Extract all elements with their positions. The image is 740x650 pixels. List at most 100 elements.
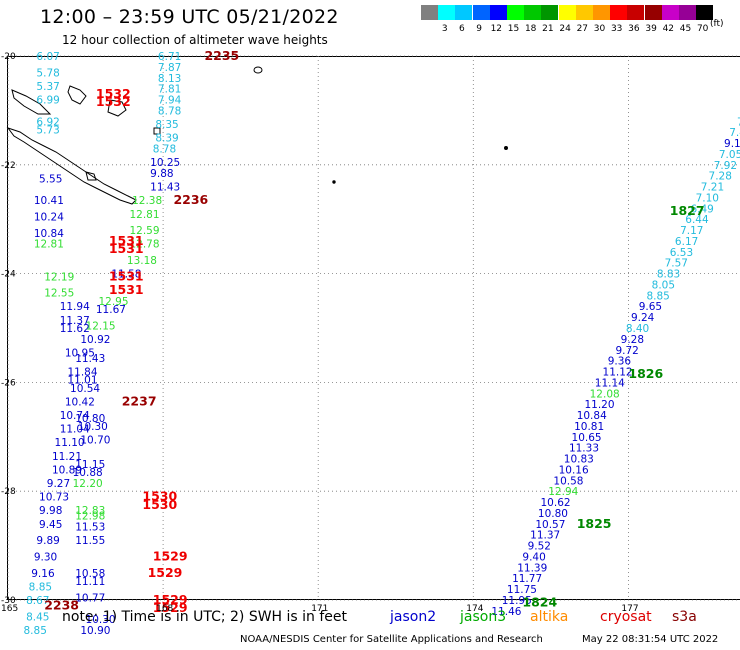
- footer-note: note: 1) Time is in UTC; 2) SWH is in fe…: [62, 609, 348, 625]
- wave-height-value: 7.44: [729, 127, 740, 139]
- wave-height-value: 12.55: [44, 288, 74, 300]
- wave-height-value: 9.40: [522, 551, 545, 563]
- lat-label: -30: [1, 596, 16, 606]
- pass-time-label: 1529: [148, 565, 183, 580]
- colorbar-swatch: [593, 5, 610, 20]
- wave-height-value: 9.28: [621, 334, 644, 346]
- wave-height-value: 9.89: [36, 535, 59, 547]
- wave-height-value: 11.37: [60, 315, 90, 327]
- conway-reef: [504, 146, 508, 150]
- wave-height-value: 11.14: [595, 377, 625, 389]
- colorbar-swatch: [489, 5, 507, 20]
- pass-time-label: 1531: [109, 241, 144, 256]
- new-caledonia-main-island: [6, 127, 137, 205]
- wave-height-value: 11.55: [75, 535, 105, 547]
- lat-label: -24: [1, 270, 16, 280]
- colorbar-label: 3: [441, 24, 448, 34]
- wave-height-value: 12.19: [44, 271, 74, 283]
- wave-height-value: 7.21: [701, 182, 724, 194]
- wave-height-value: 6.53: [670, 247, 693, 259]
- wave-height-value: 11.94: [60, 301, 90, 313]
- colorbar-swatch: [644, 5, 662, 20]
- wave-height-value: 6.07: [36, 51, 59, 63]
- jason3-inner-track: 12.38 12.81 12.59 12.78 13.18 12.19 12.55 12.95: [44, 195, 162, 308]
- wave-height-value: 11.12: [603, 367, 633, 379]
- wave-height-value: 12.94: [548, 486, 578, 498]
- colorbar-label: 42: [662, 24, 675, 34]
- wave-height-value: 11.10: [55, 437, 85, 449]
- wave-height-value: 10.30: [86, 614, 116, 626]
- wave-height-value: 8.85: [29, 581, 52, 593]
- wave-height-value: 10.84: [577, 410, 607, 422]
- wave-height-value: 5.78: [36, 67, 59, 79]
- wave-height-value: 8.85: [646, 290, 669, 302]
- colorbar-swatch: [679, 5, 696, 20]
- wave-height-value: 7.92: [714, 160, 737, 172]
- wave-height-value: 6.71: [158, 51, 181, 63]
- wave-height-value: 10.58: [553, 475, 583, 487]
- wave-height-value: 12.38: [132, 195, 162, 207]
- wave-height-value: 10.42: [65, 396, 95, 408]
- page-subtitle: 12 hour collection of altimeter wave hei…: [62, 33, 328, 47]
- wave-height-value: 13.18: [127, 255, 157, 267]
- generation-timestamp: May 22 08:31:54 UTC 2022: [582, 634, 719, 645]
- loyalty-islands: [67, 85, 87, 105]
- wave-height-value: 12.98: [75, 511, 105, 523]
- wave-height-value: 10.16: [559, 464, 589, 476]
- wave-height-value: 11.75: [507, 584, 537, 596]
- wave-height-value: 10.83: [564, 454, 594, 466]
- wave-height-value: 8.45: [26, 611, 49, 623]
- page-title: 12:00 – 23:59 UTC 05/21/2022: [40, 6, 339, 28]
- matthew-island: [332, 180, 336, 184]
- wave-height-value: 9.36: [608, 356, 632, 368]
- wave-height-value: 10.80: [75, 413, 105, 425]
- loyalty-islands-2: [107, 99, 127, 117]
- longitude-labels: 165 168 171 174 177: [1, 604, 639, 614]
- wave-height-value: 7.87: [158, 62, 181, 74]
- pass-time-label: 2235: [204, 48, 239, 63]
- colorbar-swatch: [421, 5, 438, 20]
- wave-height-value: 11.20: [584, 399, 614, 411]
- colorbar-label: 30: [593, 24, 606, 34]
- wave-height-value: 9.45: [39, 519, 62, 531]
- pass-time-label: 1827: [670, 203, 705, 218]
- pass-time-label: 1531: [109, 268, 144, 283]
- wave-height-value: 9.16: [31, 568, 55, 580]
- wave-height-value: 11.37: [530, 530, 560, 542]
- wave-height-value: 8.35: [155, 119, 178, 131]
- colorbar-label: 45: [679, 24, 692, 34]
- colorbar-swatch: [610, 5, 628, 20]
- colorbar-swatch: [575, 5, 593, 20]
- lat-label: -28: [1, 487, 16, 497]
- colorbar-swatch: [661, 5, 679, 20]
- wave-height-value: 5.37: [36, 81, 59, 93]
- pass-time-label: 2238: [44, 597, 79, 612]
- s3a-east-track: 6.717.878.137.817.948.788.358.398.7810.2…: [150, 51, 181, 194]
- wave-height-value: 11.21: [52, 451, 82, 463]
- colorbar-swatch: [558, 5, 576, 20]
- wave-height-value: 11.84: [67, 367, 97, 379]
- wave-height-value: 10.57: [535, 519, 565, 531]
- pass-time-label: 1532: [96, 86, 131, 101]
- wave-height-value: 10.41: [34, 195, 64, 207]
- s3a-west-track: 6.07 5.78 5.37 6.99 6.925.73 5.55 10.41 10.24 10…: [34, 51, 64, 251]
- wave-height-value: 7.42: [737, 116, 740, 128]
- wave-height-value: 7.05: [719, 149, 740, 161]
- pass-time-label: 1530: [142, 489, 177, 504]
- pass-time-label: 1826: [628, 366, 663, 381]
- jason3-east-diagonal-track: 7.427.449.147.057.927.287.217.106.496.44…: [491, 116, 740, 618]
- wave-height-value: 9.52: [528, 541, 551, 553]
- legend-s3a: s3a: [672, 609, 697, 625]
- wave-height-value: 7.10: [696, 192, 719, 204]
- wave-height-value: 12.83: [75, 505, 105, 517]
- pass-time-label: 1529: [153, 600, 188, 615]
- wave-height-value: 11.53: [75, 522, 105, 534]
- wave-height-value: 11.43: [75, 353, 105, 365]
- wave-height-value: 9.98: [39, 505, 62, 517]
- wave-height-value: 10.81: [574, 421, 604, 433]
- wave-height-value: 10.65: [572, 432, 602, 444]
- wave-height-value: 12.81: [34, 239, 64, 251]
- legend-altika: altika: [530, 609, 569, 625]
- wave-height-value: 9.72: [615, 345, 638, 357]
- wave-height-value: 12.78: [129, 239, 159, 251]
